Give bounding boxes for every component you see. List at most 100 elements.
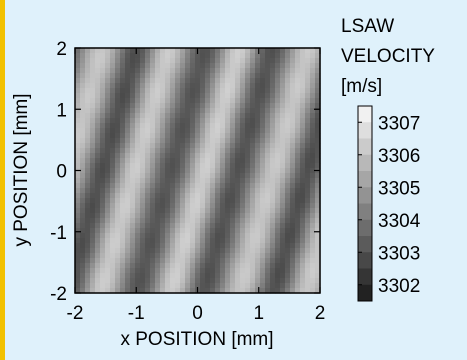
- heatmap-cell: [220, 68, 226, 74]
- heatmap-cell: [180, 258, 186, 264]
- heatmap-cell: [110, 113, 116, 119]
- heatmap-cell: [280, 128, 286, 134]
- heatmap-cell: [135, 58, 141, 64]
- heatmap-cell: [225, 78, 231, 84]
- heatmap-cell: [300, 128, 306, 134]
- heatmap-cell: [150, 118, 156, 124]
- heatmap-cell: [115, 213, 121, 219]
- heatmap-cell: [85, 258, 91, 264]
- heatmap-cell: [195, 283, 201, 289]
- heatmap-cell: [220, 58, 226, 64]
- heatmap-cell: [165, 213, 171, 219]
- heatmap-cell: [95, 278, 101, 284]
- heatmap-cell: [310, 198, 316, 204]
- y-tick-label: -2: [50, 284, 67, 305]
- heatmap-cell: [110, 168, 116, 174]
- heatmap-cell: [210, 88, 216, 94]
- heatmap-cell: [265, 173, 271, 179]
- heatmap-cell: [265, 283, 271, 289]
- heatmap-cell: [255, 218, 261, 224]
- heatmap-cell: [295, 53, 301, 59]
- heatmap-cell: [235, 138, 241, 144]
- heatmap-cell: [315, 208, 321, 214]
- heatmap-cell: [255, 153, 261, 159]
- heatmap-cell: [135, 118, 141, 124]
- heatmap-cell: [270, 58, 276, 64]
- heatmap-cell: [120, 213, 126, 219]
- heatmap-cell: [300, 228, 306, 234]
- heatmap-cell: [195, 183, 201, 189]
- heatmap-cell: [215, 238, 221, 244]
- heatmap-cell: [225, 103, 231, 109]
- heatmap-cell: [255, 68, 261, 74]
- heatmap-cell: [140, 228, 146, 234]
- heatmap-cell: [230, 238, 236, 244]
- heatmap-cell: [300, 238, 306, 244]
- heatmap-cell: [305, 233, 311, 239]
- heatmap-cell: [240, 93, 246, 99]
- heatmap-cell: [260, 248, 266, 254]
- heatmap-cell: [205, 178, 211, 184]
- heatmap-cell: [85, 283, 91, 289]
- heatmap-cell: [285, 158, 291, 164]
- heatmap-cell: [250, 53, 256, 59]
- heatmap-cell: [175, 163, 181, 169]
- heatmap-cell: [170, 248, 176, 254]
- heatmap-cell: [155, 213, 161, 219]
- heatmap-cell: [245, 223, 251, 229]
- heatmap-cell: [290, 258, 296, 264]
- heatmap-cell: [305, 223, 311, 229]
- heatmap-cell: [290, 53, 296, 59]
- heatmap-cell: [100, 288, 106, 294]
- heatmap-cell: [215, 143, 221, 149]
- heatmap-cell: [115, 188, 121, 194]
- heatmap-cell: [130, 188, 136, 194]
- heatmap-cell: [260, 163, 266, 169]
- colorbar-tick-label: 3302: [378, 276, 420, 297]
- heatmap-cell: [110, 233, 116, 239]
- heatmap-cell: [280, 133, 286, 139]
- heatmap-cell: [75, 213, 81, 219]
- heatmap-cell: [205, 58, 211, 64]
- heatmap-cell: [145, 138, 151, 144]
- heatmap-cell: [255, 58, 261, 64]
- heatmap-cell: [85, 113, 91, 119]
- heatmap-cell: [185, 188, 191, 194]
- heatmap-cell: [270, 283, 276, 289]
- heatmap-cell: [155, 253, 161, 259]
- heatmap-cell: [200, 163, 206, 169]
- heatmap-cell: [80, 58, 86, 64]
- heatmap-cell: [165, 178, 171, 184]
- heatmap-cell: [260, 203, 266, 209]
- heatmap-cell: [210, 238, 216, 244]
- heatmap-cell: [190, 98, 196, 104]
- heatmap-cell: [285, 93, 291, 99]
- heatmap-cell: [155, 158, 161, 164]
- heatmap-cell: [275, 243, 281, 249]
- heatmap-cell: [115, 118, 121, 124]
- heatmap-cell: [100, 48, 106, 54]
- heatmap-cell: [80, 168, 86, 174]
- heatmap-cell: [170, 133, 176, 139]
- heatmap-cell: [110, 88, 116, 94]
- heatmap-cell: [165, 88, 171, 94]
- heatmap-cell: [230, 193, 236, 199]
- heatmap-cell: [75, 163, 81, 169]
- heatmap-cell: [140, 253, 146, 259]
- heatmap-cell: [145, 133, 151, 139]
- heatmap-cell: [305, 208, 311, 214]
- heatmap-cell: [80, 113, 86, 119]
- heatmap-cell: [200, 153, 206, 159]
- heatmap-cell: [145, 238, 151, 244]
- heatmap-cell: [305, 48, 311, 54]
- heatmap-cell: [135, 88, 141, 94]
- heatmap-cell: [90, 68, 96, 74]
- heatmap-cell: [160, 118, 166, 124]
- heatmap-cell: [155, 148, 161, 154]
- heatmap-cell: [125, 68, 131, 74]
- heatmap-cell: [315, 228, 321, 234]
- heatmap-cell: [295, 68, 301, 74]
- heatmap-cell: [295, 288, 301, 294]
- heatmap-cell: [215, 163, 221, 169]
- colorbar: [357, 105, 373, 302]
